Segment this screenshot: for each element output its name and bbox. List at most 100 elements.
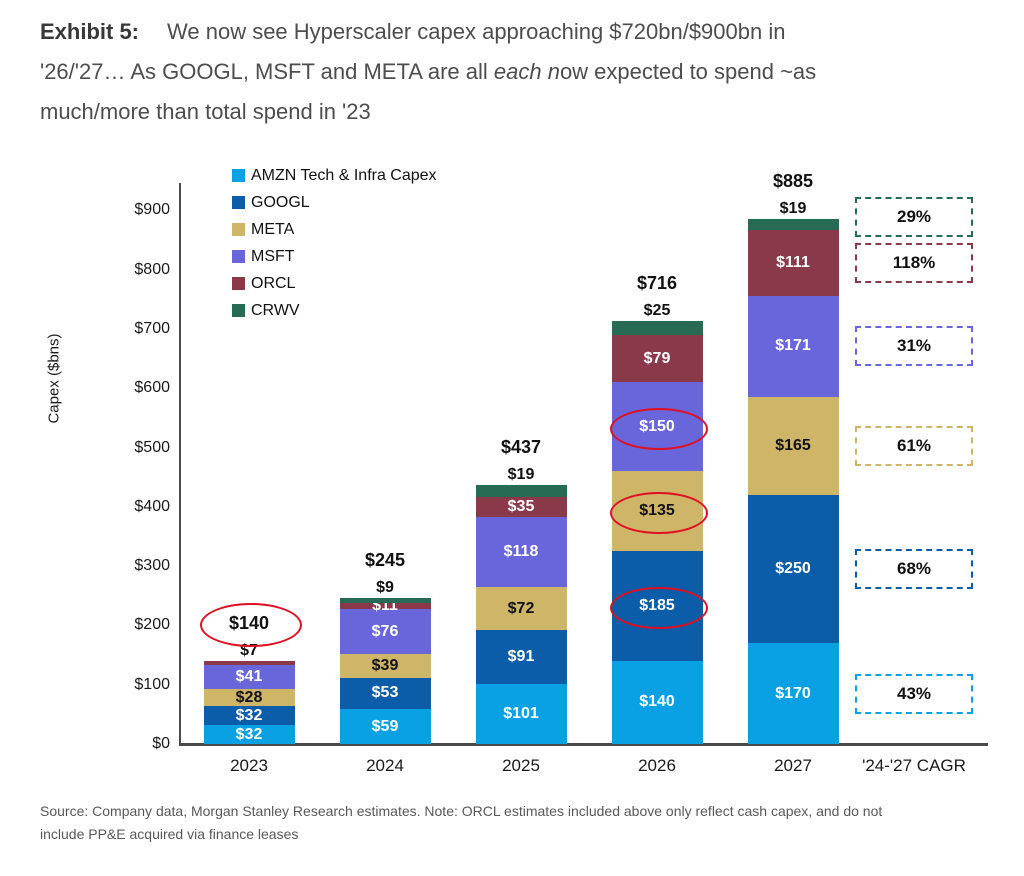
bar-segment-2023-orcl xyxy=(203,660,295,666)
legend-item-msft: MSFT xyxy=(232,243,437,270)
bar-value-label-2027-googl: $250 xyxy=(775,560,811,578)
source-line-1: Source: Company data, Morgan Stanley Res… xyxy=(40,803,883,819)
y-tick-label: $200 xyxy=(134,616,170,634)
y-tick-label: $500 xyxy=(134,438,170,456)
bar-value-label-2025-meta: $72 xyxy=(507,599,535,617)
red-circle-annotation-2026-meta xyxy=(610,492,708,535)
x-axis-line xyxy=(179,743,988,746)
bar-value-label-2026-orcl: $79 xyxy=(643,349,671,367)
cagr-box-googl: 68% xyxy=(855,549,973,590)
legend-swatch-msft xyxy=(232,250,245,263)
y-tick-label: $900 xyxy=(134,201,170,219)
bar-segment-2026-crwv xyxy=(611,320,703,336)
bar-segment-2023-googl xyxy=(203,706,295,726)
legend-label: GOOGL xyxy=(251,193,310,211)
bar-value-label-2023-meta: $28 xyxy=(235,688,263,706)
bar-segment-2023-amzn xyxy=(203,725,295,744)
bar-segment-2025-amzn xyxy=(475,684,567,744)
legend-swatch-amzn xyxy=(232,169,245,182)
total-label-2026: $716 xyxy=(636,272,678,293)
source-line-2: include PP&E acquired via finance leases xyxy=(40,826,299,842)
bar-value-label-2025-orcl: $35 xyxy=(507,498,535,516)
cagr-box-msft: 31% xyxy=(855,326,973,367)
bar-value-label-2024-amzn: $59 xyxy=(371,717,399,735)
cagr-box-crwv: 29% xyxy=(855,196,973,237)
bar-segment-2026-amzn xyxy=(611,660,703,744)
legend-label: MSFT xyxy=(251,247,295,265)
above-bar-label-2024: $9 xyxy=(376,578,394,596)
x-axis-label-2023: 2023 xyxy=(230,756,268,775)
total-label-2025: $437 xyxy=(500,437,542,458)
title-text-2b-italic: each n xyxy=(493,59,560,84)
bar-value-label-2025-googl: $91 xyxy=(507,648,535,666)
legend-item-crwv: CRWV xyxy=(232,297,437,324)
x-axis-label-2027: 2027 xyxy=(774,756,812,775)
legend-item-googl: GOOGL xyxy=(232,189,437,216)
bar-segment-2027-googl xyxy=(747,494,839,644)
title-text-3: much/more than total spend in '23 xyxy=(40,99,371,124)
y-axis-line xyxy=(179,183,181,745)
legend-swatch-googl xyxy=(232,196,245,209)
legend-label: AMZN Tech & Infra Capex xyxy=(251,166,437,184)
bar-segment-2027-crwv xyxy=(747,218,839,230)
legend-swatch-meta xyxy=(232,223,245,236)
legend-label: META xyxy=(251,220,295,238)
bar-segment-2024-crwv xyxy=(339,597,431,603)
y-tick-label: $100 xyxy=(134,675,170,693)
bar-value-label-2027-msft: $171 xyxy=(775,337,811,355)
bar-value-label-2023-msft: $41 xyxy=(235,668,263,686)
bar-segment-2024-googl xyxy=(339,677,431,709)
bar-value-label-2027-meta: $165 xyxy=(775,437,811,455)
title-text-2a: '26/'27… As GOOGL, MSFT and META are all xyxy=(40,59,494,84)
legend: AMZN Tech & Infra Capex GOOGL META MSFT ORCL… xyxy=(232,162,437,324)
bar-value-label-2024-meta: $39 xyxy=(371,657,399,675)
bar-segment-2026-orcl xyxy=(611,335,703,383)
bar-segment-2027-msft xyxy=(747,295,839,398)
exhibit-label: Exhibit 5: xyxy=(40,19,140,44)
x-axis-label-cagr: '24-'27 CAGR xyxy=(862,756,966,775)
bar-segment-2025-googl xyxy=(475,630,567,685)
x-axis-label-2025: 2025 xyxy=(502,756,540,775)
bar-segment-2023-msft xyxy=(203,665,295,690)
bar-value-label-2023-googl: $32 xyxy=(235,706,263,724)
legend-label: ORCL xyxy=(251,274,296,292)
bar-value-label-2023-amzn: $32 xyxy=(235,725,263,743)
legend-item-amzn: AMZN Tech & Infra Capex xyxy=(232,162,437,189)
bar-segment-2023-meta xyxy=(203,689,295,707)
bar-value-label-2026-amzn: $140 xyxy=(639,693,675,711)
bar-value-label-2025-msft: $118 xyxy=(503,543,539,561)
y-tick-label: $800 xyxy=(134,260,170,278)
bar-value-label-2024-googl: $53 xyxy=(371,684,399,702)
y-tick-label: $0 xyxy=(152,735,170,752)
above-bar-label-2027: $19 xyxy=(779,199,807,217)
y-axis-title: Capex ($bns) xyxy=(45,333,63,424)
bar-value-label-2025-amzn: $101 xyxy=(503,705,539,723)
source-note: Source: Company data, Morgan Stanley Res… xyxy=(40,800,1000,846)
above-bar-label-2025: $19 xyxy=(507,466,535,484)
bar-segment-2025-crwv xyxy=(475,485,567,497)
bar-segment-2024-orcl xyxy=(339,602,431,610)
y-tick-label: $300 xyxy=(134,557,170,575)
red-circle-annotation-2026-msft xyxy=(610,407,708,450)
cagr-box-meta: 61% xyxy=(855,426,973,467)
bar-segment-2024-meta xyxy=(339,654,431,678)
bar-segment-2024-msft xyxy=(339,609,431,655)
total-label-2027: $885 xyxy=(772,170,814,191)
y-tick-label: $400 xyxy=(134,497,170,515)
above-bar-label-2026: $25 xyxy=(643,301,671,319)
legend-item-meta: META xyxy=(232,216,437,243)
title-text-1: We now see Hyperscaler capex approaching… xyxy=(167,19,786,44)
exhibit-title: Exhibit 5: We now see Hyperscaler capex a… xyxy=(40,12,990,132)
bar-segment-2027-amzn xyxy=(747,643,839,744)
bar-segment-2025-meta xyxy=(475,587,567,631)
title-text-2c: ow expected to spend ~as xyxy=(559,59,817,84)
bar-segment-2027-meta xyxy=(747,397,839,495)
bar-segment-2024-amzn xyxy=(339,709,431,744)
red-circle-annotation-2026-googl xyxy=(610,587,708,630)
y-tick-label: $600 xyxy=(134,379,170,397)
x-axis-label-2024: 2024 xyxy=(366,756,404,775)
cagr-box-amzn: 43% xyxy=(855,673,973,714)
y-tick-label: $700 xyxy=(134,319,170,337)
title-line-2: '26/'27… As GOOGL, MSFT and META are all… xyxy=(40,52,990,92)
